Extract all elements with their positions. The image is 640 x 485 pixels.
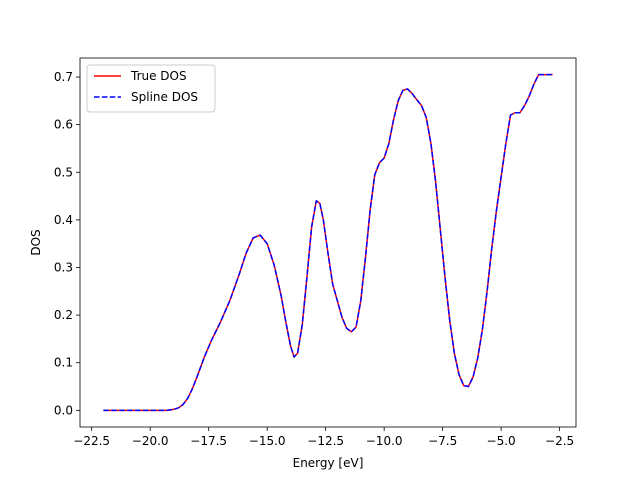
axes-frame — [79, 57, 577, 428]
series-layer — [103, 73, 553, 412]
legend-label-true-dos: True DOS — [130, 69, 187, 83]
x-tick-label: −12.5 — [307, 434, 344, 448]
y-tick-label: 0.6 — [54, 118, 73, 132]
y-axis-label: DOS — [29, 229, 43, 255]
y-tick-label: 0.1 — [54, 356, 73, 370]
x-axis: −22.5 −20.0 −17.5 −15.0 −12.5 −10.0 −7.5 −5.0 −2… — [73, 427, 574, 448]
x-tick-label: −17.5 — [190, 434, 227, 448]
x-tick-label: −20.0 — [132, 434, 169, 448]
legend: True DOS Spline DOS — [86, 64, 216, 113]
y-tick-label: 0.7 — [54, 70, 73, 84]
x-axis-label: Energy [eV] — [293, 456, 364, 470]
x-tick-label: −10.0 — [366, 434, 403, 448]
y-tick-label: 0.0 — [54, 403, 73, 417]
x-tick-label: −15.0 — [249, 434, 286, 448]
x-tick-label: −5.0 — [487, 434, 516, 448]
y-tick-label: 0.5 — [54, 165, 73, 179]
x-tick-label: −22.5 — [73, 434, 110, 448]
y-tick-label: 0.4 — [54, 213, 73, 227]
y-tick-label: 0.2 — [54, 308, 73, 322]
y-tick-label: 0.3 — [54, 260, 73, 274]
y-axis: 0.0 0.1 0.2 0.3 0.4 0.5 0.6 0.7 — [54, 70, 80, 417]
x-tick-label: −2.5 — [545, 434, 574, 448]
series-line-spline-dos — [103, 73, 553, 412]
legend-label-spline-dos: Spline DOS — [131, 90, 198, 104]
x-tick-label: −7.5 — [428, 434, 457, 448]
